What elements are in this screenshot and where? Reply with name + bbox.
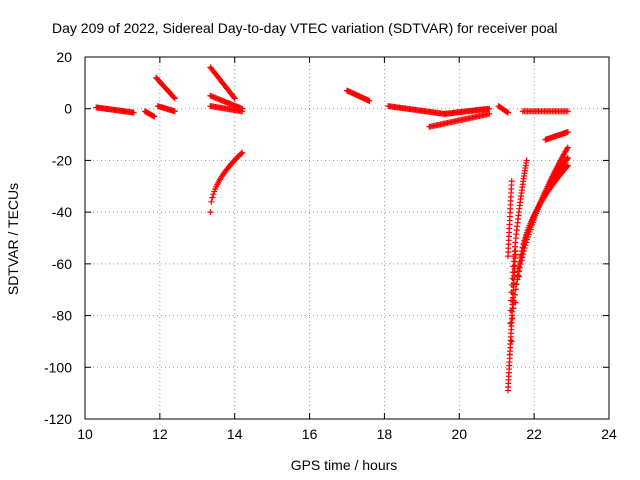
series-arc-18: [506, 157, 530, 358]
series-arc-13: [495, 103, 511, 116]
series-arc-10: [385, 103, 448, 117]
series-arc-11: [441, 105, 493, 117]
data-point: [171, 108, 178, 115]
data-point: [210, 191, 217, 198]
data-point: [230, 94, 237, 101]
series-arc-5: [207, 64, 238, 102]
y-tick-label: -20: [52, 152, 72, 168]
y-tick-label: -100: [44, 359, 72, 375]
y-tick-label: 0: [64, 101, 72, 117]
data-point: [564, 144, 571, 151]
series-arc-15: [542, 128, 571, 143]
data-point: [510, 305, 517, 312]
data-point: [508, 178, 515, 185]
y-tick-label: -40: [52, 204, 72, 220]
data-point: [510, 258, 517, 265]
data-point: [509, 275, 516, 282]
data-point: [506, 351, 513, 358]
series-arc-8: [207, 149, 246, 216]
data-point: [514, 268, 521, 275]
data-point: [503, 108, 510, 115]
data-point: [510, 263, 517, 270]
data-point: [366, 97, 373, 104]
data-point: [509, 269, 516, 276]
data-point: [521, 237, 528, 244]
x-axis-label: GPS time / hours: [291, 457, 398, 473]
data-point: [509, 315, 516, 322]
data-point: [513, 281, 520, 288]
series-arc-12: [426, 110, 493, 130]
data-point: [208, 198, 215, 205]
data-point: [520, 240, 527, 247]
x-tick-label: 24: [601, 426, 617, 442]
data-point: [239, 108, 246, 115]
y-tick-label: -60: [52, 256, 72, 272]
data-point: [516, 273, 523, 280]
data-point: [563, 163, 570, 170]
axis-ticks: 10 12 14 16 18 20 22 24 20 0 -20 -40 -60 -80 -100 -120: [44, 49, 617, 442]
data-point: [207, 209, 214, 216]
data-point: [170, 94, 177, 101]
data-point: [518, 248, 525, 255]
series-arc-9: [344, 87, 373, 104]
data-points: [93, 64, 571, 394]
data-point: [209, 194, 216, 201]
data-point: [507, 320, 514, 327]
data-point: [508, 289, 515, 296]
x-tick-label: 20: [451, 426, 467, 442]
data-point: [517, 259, 524, 266]
data-point: [151, 113, 158, 120]
series-arc-2: [141, 108, 158, 120]
data-point: [517, 252, 524, 259]
data-point: [239, 149, 246, 156]
chart-title: Day 209 of 2022, Sidereal Day-to-day VTE…: [52, 20, 558, 36]
data-point: [519, 244, 526, 251]
data-point: [231, 95, 238, 102]
y-tick-label: -80: [52, 308, 72, 324]
data-point: [171, 95, 178, 102]
y-tick-label: -120: [44, 411, 72, 427]
series-arc-1: [93, 104, 137, 116]
plot-frame: [84, 56, 610, 420]
series-arc-20: [512, 154, 571, 306]
series-arc-14: [519, 108, 571, 115]
data-point: [564, 108, 571, 115]
series-arc-7: [207, 103, 246, 115]
series-arc-16: [504, 178, 515, 260]
data-point: [522, 234, 529, 241]
data-point: [563, 155, 570, 162]
data-point: [512, 299, 519, 306]
data-point: [515, 263, 522, 270]
series-arc-4: [154, 103, 178, 115]
series-arc-3: [153, 74, 178, 102]
data-point: [504, 109, 511, 116]
x-tick-label: 18: [377, 426, 393, 442]
x-tick-label: 16: [302, 426, 318, 442]
data-point: [523, 157, 530, 164]
series-arc-21: [516, 162, 571, 280]
data-point: [130, 109, 137, 116]
data-point: [511, 291, 518, 298]
data-point: [486, 110, 493, 117]
data-point: [564, 162, 571, 169]
x-tick-label: 12: [152, 426, 168, 442]
y-tick-label: 20: [56, 49, 72, 65]
y-axis-label: SDTVAR / TECUs: [5, 183, 21, 295]
x-tick-label: 14: [227, 426, 243, 442]
x-tick-label: 10: [77, 426, 93, 442]
data-point: [486, 105, 493, 112]
x-tick-label: 22: [526, 426, 542, 442]
series-arc-17: [504, 247, 519, 394]
data-point: [238, 150, 245, 157]
data-point: [564, 154, 571, 161]
data-point: [564, 128, 571, 135]
data-point: [508, 338, 515, 345]
